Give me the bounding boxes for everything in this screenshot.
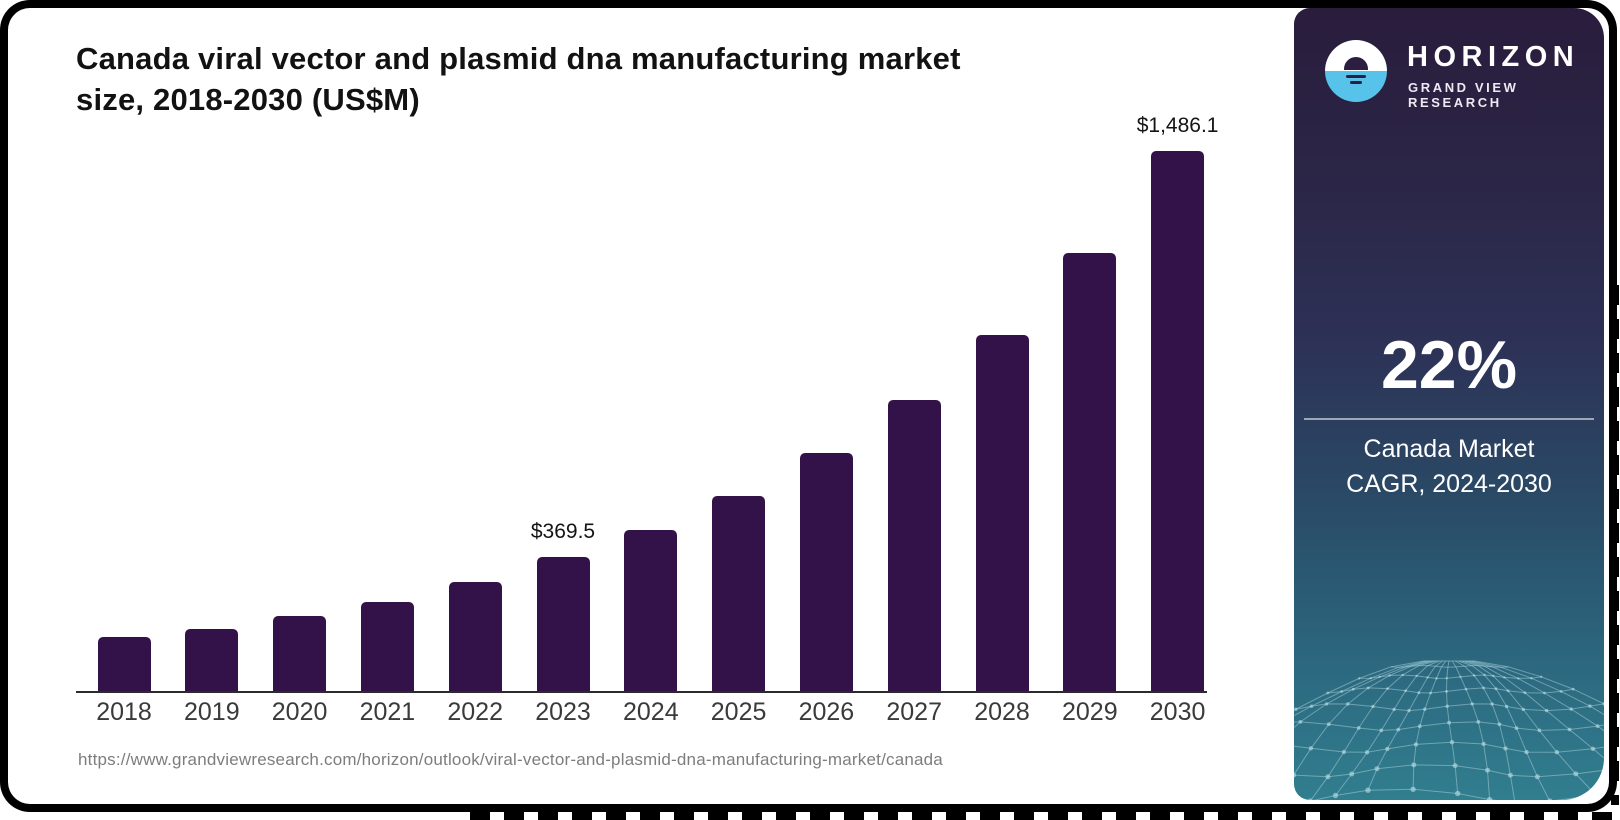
x-axis-label-2022: 2022 [447, 698, 503, 726]
cagr-stat: 22% Canada Market CAGR, 2024-2030 [1294, 326, 1604, 502]
x-axis-label-2024: 2024 [622, 698, 679, 726]
bar-chart: 2018 2019 2020 2021 2022 2023 $369.5 2024 2025 20… [76, 114, 1218, 726]
bar-2022 [448, 582, 502, 691]
bar-2018 [97, 637, 151, 691]
x-axis-label-2018: 2018 [96, 698, 152, 726]
torn-edge-right [1611, 285, 1619, 805]
bar-2019 [185, 629, 239, 691]
x-axis-label-2020: 2020 [271, 698, 328, 726]
x-axis-label-2021: 2021 [359, 698, 416, 726]
x-axis-label-2026: 2026 [798, 698, 855, 726]
bar-2026 [799, 453, 853, 691]
bar-2020 [273, 616, 327, 691]
x-axis-line [76, 691, 1207, 693]
page-title-line1: Canada viral vector and plasmid dna manu… [76, 41, 961, 76]
stat-caption-line1: Canada Market [1363, 435, 1535, 463]
bar-2028 [975, 335, 1029, 691]
stat-caption-line2: CAGR, 2024-2030 [1346, 470, 1552, 498]
page-title: Canada viral vector and plasmid dna manu… [76, 38, 1176, 120]
x-axis-label-2030: 2030 [1149, 698, 1206, 726]
page-title-line2: size, 2018-2030 (US$M) [76, 82, 420, 117]
x-axis-label-2029: 2029 [1061, 698, 1118, 726]
brand-name: HORIZON [1407, 41, 1580, 73]
x-axis-label-2027: 2027 [886, 698, 942, 726]
bar-2027 [887, 400, 941, 691]
brand-header: HORIZON GRAND VIEW RESEARCH [1294, 32, 1604, 112]
stat-caption: Canada Market CAGR, 2024-2030 [1294, 432, 1604, 502]
bar-2024 [624, 530, 678, 691]
bar-2023 [536, 557, 590, 691]
x-axis-label-2023: 2023 [535, 698, 591, 726]
data-label-2030: $1,486.1 [1136, 114, 1219, 137]
x-axis-label-2019: 2019 [183, 698, 240, 726]
wave-line-icon [1350, 81, 1362, 85]
bar-2021 [360, 602, 414, 691]
bar-2030 [1151, 151, 1205, 691]
sidebar: HORIZON GRAND VIEW RESEARCH 22% Canada M… [1294, 8, 1604, 800]
torn-edge-bottom [470, 812, 1620, 820]
source-url-link[interactable]: https://www.grandviewresearch.com/horizo… [78, 750, 943, 769]
horizon-sunset-icon [1325, 40, 1387, 102]
bar-2029 [1063, 253, 1117, 691]
brand-subtitle: GRAND VIEW RESEARCH [1408, 80, 1519, 110]
data-label-2023: $369.5 [530, 520, 596, 543]
x-axis-label-2028: 2028 [974, 698, 1030, 726]
bar-2025 [712, 496, 766, 691]
stat-value: 22% [1380, 327, 1518, 403]
x-axis-label-2025: 2025 [710, 698, 767, 726]
sun-icon [1344, 57, 1368, 70]
mesh-pattern [1294, 660, 1604, 800]
wave-line-icon [1346, 75, 1366, 79]
stat-divider [1304, 418, 1594, 420]
